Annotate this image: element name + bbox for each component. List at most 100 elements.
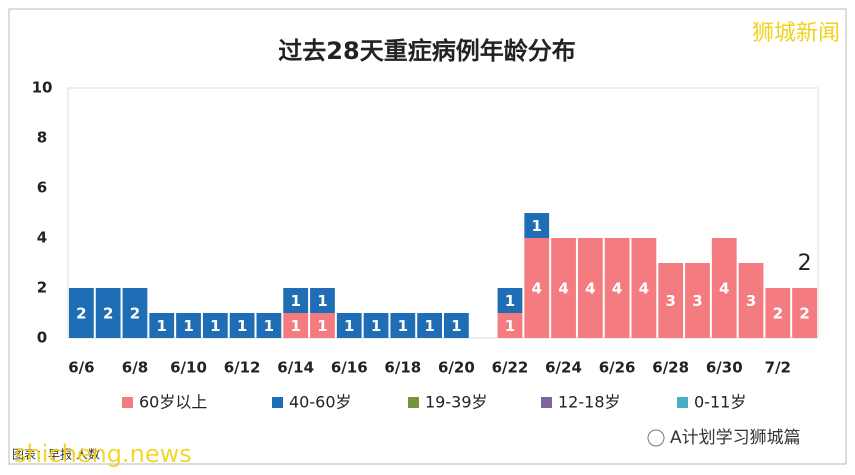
data-label: 1 bbox=[424, 317, 434, 335]
bar-segment bbox=[604, 238, 630, 338]
wechat-icon bbox=[647, 429, 665, 447]
x-tick-label: 6/28 bbox=[652, 359, 689, 377]
data-label: 4 bbox=[532, 280, 542, 298]
bar-segment bbox=[577, 238, 603, 338]
x-tick-label: 6/22 bbox=[492, 359, 529, 377]
y-tick-label: 2 bbox=[37, 279, 47, 297]
bar-segment bbox=[202, 313, 228, 338]
bar-segment bbox=[658, 263, 684, 338]
legend-swatch bbox=[677, 397, 688, 408]
bar-segment bbox=[363, 313, 389, 338]
bar-segment bbox=[738, 263, 764, 338]
data-label: 1 bbox=[532, 217, 542, 235]
legend-swatch bbox=[272, 397, 283, 408]
legend-swatch bbox=[122, 397, 133, 408]
x-tick-label: 6/10 bbox=[170, 359, 207, 377]
data-label: 1 bbox=[451, 317, 461, 335]
bar-segment bbox=[524, 238, 550, 338]
data-label: 1 bbox=[290, 317, 300, 335]
bar-segment bbox=[390, 313, 416, 338]
watermark: shicheng.news bbox=[14, 440, 192, 468]
x-tick-label: 6/8 bbox=[122, 359, 148, 377]
chart-title: 过去28天重症病例年龄分布 bbox=[278, 37, 575, 65]
y-tick-label: 10 bbox=[32, 79, 53, 97]
bar-segment bbox=[122, 288, 148, 338]
data-label: 1 bbox=[505, 317, 515, 335]
bar-segment bbox=[176, 313, 201, 338]
data-label: 1 bbox=[505, 292, 515, 310]
data-label: 2 bbox=[799, 305, 809, 323]
data-label: 1 bbox=[264, 317, 274, 335]
bar-segment bbox=[417, 313, 442, 338]
data-label: 4 bbox=[612, 280, 622, 298]
x-tick-label: 6/26 bbox=[599, 359, 636, 377]
bar-segment bbox=[283, 313, 309, 338]
legend-label: 12-18岁 bbox=[558, 393, 621, 412]
data-label: 1 bbox=[344, 317, 354, 335]
legend-label: 19-39岁 bbox=[425, 393, 488, 412]
data-label: 2 bbox=[130, 305, 140, 323]
data-label: 3 bbox=[692, 292, 702, 310]
data-label: 1 bbox=[183, 317, 193, 335]
bar-segment bbox=[524, 213, 550, 238]
x-tick-label: 6/16 bbox=[331, 359, 368, 377]
bar-segment bbox=[497, 288, 523, 313]
x-tick-label: 6/6 bbox=[68, 359, 94, 377]
bar-segment bbox=[631, 238, 657, 338]
source: 图表：早报·人数 bbox=[12, 447, 100, 462]
bar-segment bbox=[283, 288, 309, 313]
x-tick-label: 6/20 bbox=[438, 359, 475, 377]
bar-segment bbox=[497, 313, 523, 338]
bar-segment bbox=[551, 238, 576, 338]
data-label: 1 bbox=[371, 317, 381, 335]
data-label: 1 bbox=[317, 317, 327, 335]
data-label: 3 bbox=[746, 292, 756, 310]
y-tick-label: 4 bbox=[37, 229, 47, 247]
data-label: 2 bbox=[76, 305, 86, 323]
data-label: 2 bbox=[103, 305, 113, 323]
bar-segment bbox=[229, 313, 255, 338]
data-label: 1 bbox=[290, 292, 300, 310]
x-tick-label: 6/14 bbox=[277, 359, 314, 377]
bar-segment bbox=[685, 263, 710, 338]
plot-area bbox=[67, 87, 819, 339]
x-tick-label: 7/2 bbox=[765, 359, 791, 377]
bar-segment bbox=[69, 288, 94, 338]
x-tick-label: 6/24 bbox=[545, 359, 582, 377]
bar-segment bbox=[711, 238, 737, 338]
bar-segment bbox=[95, 288, 121, 338]
bar-segment bbox=[149, 313, 175, 338]
bar-segment bbox=[310, 313, 335, 338]
bar-segment bbox=[444, 313, 469, 338]
data-label: 2 bbox=[773, 305, 783, 323]
legend-swatch bbox=[408, 397, 419, 408]
bar-segment bbox=[765, 288, 791, 338]
data-label: 4 bbox=[719, 280, 729, 298]
data-label: 1 bbox=[317, 292, 327, 310]
watermark: A计划学习狮城篇 bbox=[670, 428, 801, 448]
legend-swatch bbox=[541, 397, 552, 408]
bar-segment bbox=[792, 288, 817, 338]
data-label: 4 bbox=[639, 280, 649, 298]
y-tick-label: 6 bbox=[37, 179, 47, 197]
total-annotation: 2 bbox=[798, 251, 812, 276]
data-label: 1 bbox=[398, 317, 408, 335]
legend-label: 40-60岁 bbox=[289, 393, 352, 412]
y-tick-label: 0 bbox=[37, 329, 47, 347]
data-label: 4 bbox=[558, 280, 568, 298]
data-label: 1 bbox=[210, 317, 220, 335]
y-tick-label: 8 bbox=[37, 129, 47, 147]
data-label: 4 bbox=[585, 280, 595, 298]
data-label: 3 bbox=[665, 292, 675, 310]
x-tick-label: 6/30 bbox=[706, 359, 743, 377]
legend-label: 0-11岁 bbox=[694, 393, 746, 412]
x-tick-label: 6/12 bbox=[224, 359, 261, 377]
bar-segment bbox=[310, 288, 335, 313]
bar-segment bbox=[336, 313, 362, 338]
data-label: 1 bbox=[157, 317, 167, 335]
legend-label: 60岁以上 bbox=[139, 393, 207, 412]
x-tick-label: 6/18 bbox=[384, 359, 421, 377]
watermark: 狮城新闻 bbox=[752, 21, 840, 46]
frame bbox=[8, 8, 847, 465]
